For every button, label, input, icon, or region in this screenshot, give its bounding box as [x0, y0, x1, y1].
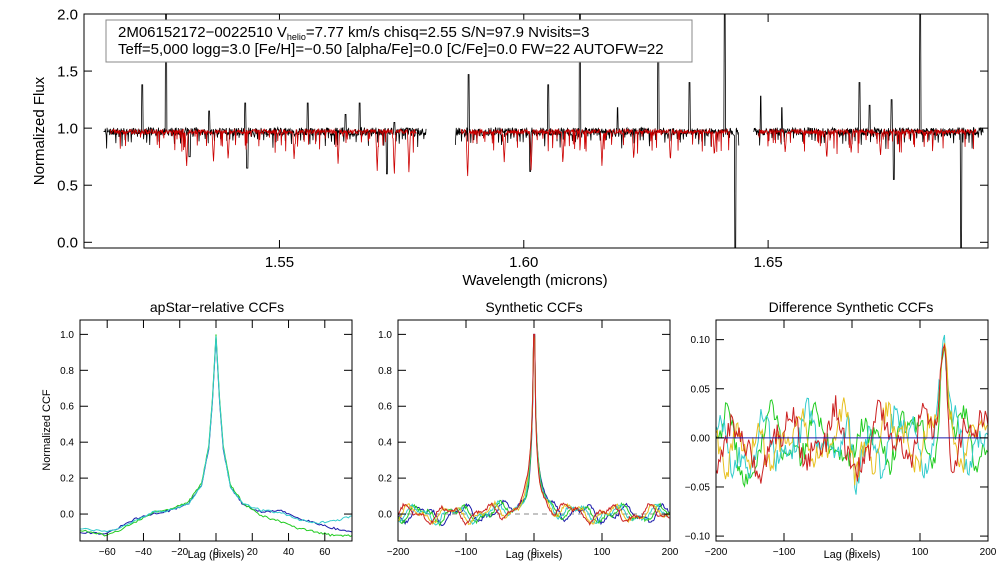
ccf1-series-line — [79, 334, 353, 538]
y-tick-label: −0.10 — [685, 532, 711, 543]
synthetic-spectrum-line — [109, 128, 417, 174]
y-tick-label: 1.0 — [57, 120, 78, 137]
ccf2-xlabel: Lag (pixels) — [506, 549, 563, 561]
y-tick-label: 0.8 — [60, 366, 74, 377]
ccf2-series-line — [397, 333, 670, 526]
ccf1-ylabel: Normalized CCF — [41, 389, 53, 471]
ccf1-title: apStar−relative CCFs — [150, 299, 284, 315]
synthetic-spectrum-line — [460, 127, 731, 177]
ccf2-title: Synthetic CCFs — [485, 299, 582, 315]
x-tick-label: 0 — [213, 547, 219, 558]
spectrum-ylabel: Normalized Flux — [31, 76, 48, 185]
spectrum-info-box — [105, 19, 693, 63]
y-tick-label: 0.8 — [378, 366, 392, 377]
y-tick-label: 2.0 — [57, 6, 78, 23]
y-tick-label: 1.0 — [378, 330, 392, 341]
x-tick-label: 200 — [662, 547, 679, 558]
spectrum-plot-frame — [83, 13, 989, 249]
x-tick-label: 1.65 — [754, 254, 783, 271]
x-tick-label: −20 — [171, 547, 188, 558]
y-tick-label: 0.10 — [691, 335, 711, 346]
synthetic-spectrum-line — [758, 128, 977, 157]
x-tick-label: 0 — [531, 547, 537, 558]
spectrum-info-line1: 2M06152172−0022510 Vhelio=7.77 km/s chis… — [118, 24, 589, 42]
ccf1-series-line — [79, 337, 353, 535]
ccf3-xlabel: Lag (pixels) — [824, 549, 881, 561]
y-tick-label: 0.05 — [691, 384, 711, 395]
y-tick-label: 1.0 — [60, 330, 74, 341]
y-tick-label: 0.6 — [378, 402, 392, 413]
ccf1-frame — [79, 319, 353, 542]
x-tick-label: 20 — [247, 547, 259, 558]
spectrum-xlabel: Wavelength (microns) — [462, 272, 607, 289]
y-tick-label: 0.4 — [60, 438, 74, 449]
x-tick-label: 1.55 — [265, 254, 294, 271]
y-tick-label: 0.2 — [378, 474, 392, 485]
ccf1-series-line — [79, 336, 353, 533]
spectrum-panel: 1.55 1.60 1.65 0.0 0.5 1.0 1.5 2.0 2M06152172−0… — [31, 6, 989, 289]
y-tick-label: 0.00 — [691, 433, 711, 444]
ccf3-title: Difference Synthetic CCFs — [769, 299, 934, 315]
x-tick-label: 1.60 — [509, 254, 538, 271]
y-tick-label: 0.0 — [60, 510, 74, 521]
observed-spectrum-line — [454, 14, 740, 248]
y-tick-label: −0.05 — [685, 482, 711, 493]
x-tick-label: 100 — [912, 547, 929, 558]
ccf1-xlabel: Lag (pixels) — [188, 549, 245, 561]
x-tick-label: 0 — [849, 547, 855, 558]
x-tick-label: 100 — [594, 547, 611, 558]
y-tick-label: 0.2 — [60, 474, 74, 485]
ccf-panel-apstar: apStar−relative CCFs −60 −40 −20 0 20 40 60 0.0… — [41, 299, 353, 561]
spectrum-info-line2: Teff=5,000 logg=3.0 [Fe/H]=−0.50 [alpha/… — [118, 41, 664, 58]
x-tick-label: −60 — [99, 547, 116, 558]
x-tick-label: 60 — [319, 547, 331, 558]
x-tick-label: −200 — [705, 547, 728, 558]
y-tick-label: 0.0 — [378, 510, 392, 521]
x-tick-label: 200 — [980, 547, 997, 558]
y-tick-label: 0.4 — [378, 438, 392, 449]
y-tick-label: 0.0 — [57, 235, 78, 252]
y-tick-label: 0.6 — [60, 402, 74, 413]
ccf-panel-difference: Difference Synthetic CCFs −200 −100 0 100 20… — [685, 299, 997, 561]
y-tick-label: 1.5 — [57, 63, 78, 80]
x-tick-label: 40 — [283, 547, 295, 558]
ccf-panel-synthetic: Synthetic CCFs −200 −100 0 100 200 0.0 0.2 0.4 0… — [378, 299, 679, 561]
ccf3-series-line — [716, 334, 988, 495]
x-tick-label: −100 — [773, 547, 796, 558]
x-tick-label: −40 — [135, 547, 152, 558]
y-tick-label: 0.5 — [57, 177, 78, 194]
x-tick-label: −100 — [455, 547, 478, 558]
x-tick-label: −200 — [387, 547, 410, 558]
ccf3-series-line — [716, 343, 988, 484]
